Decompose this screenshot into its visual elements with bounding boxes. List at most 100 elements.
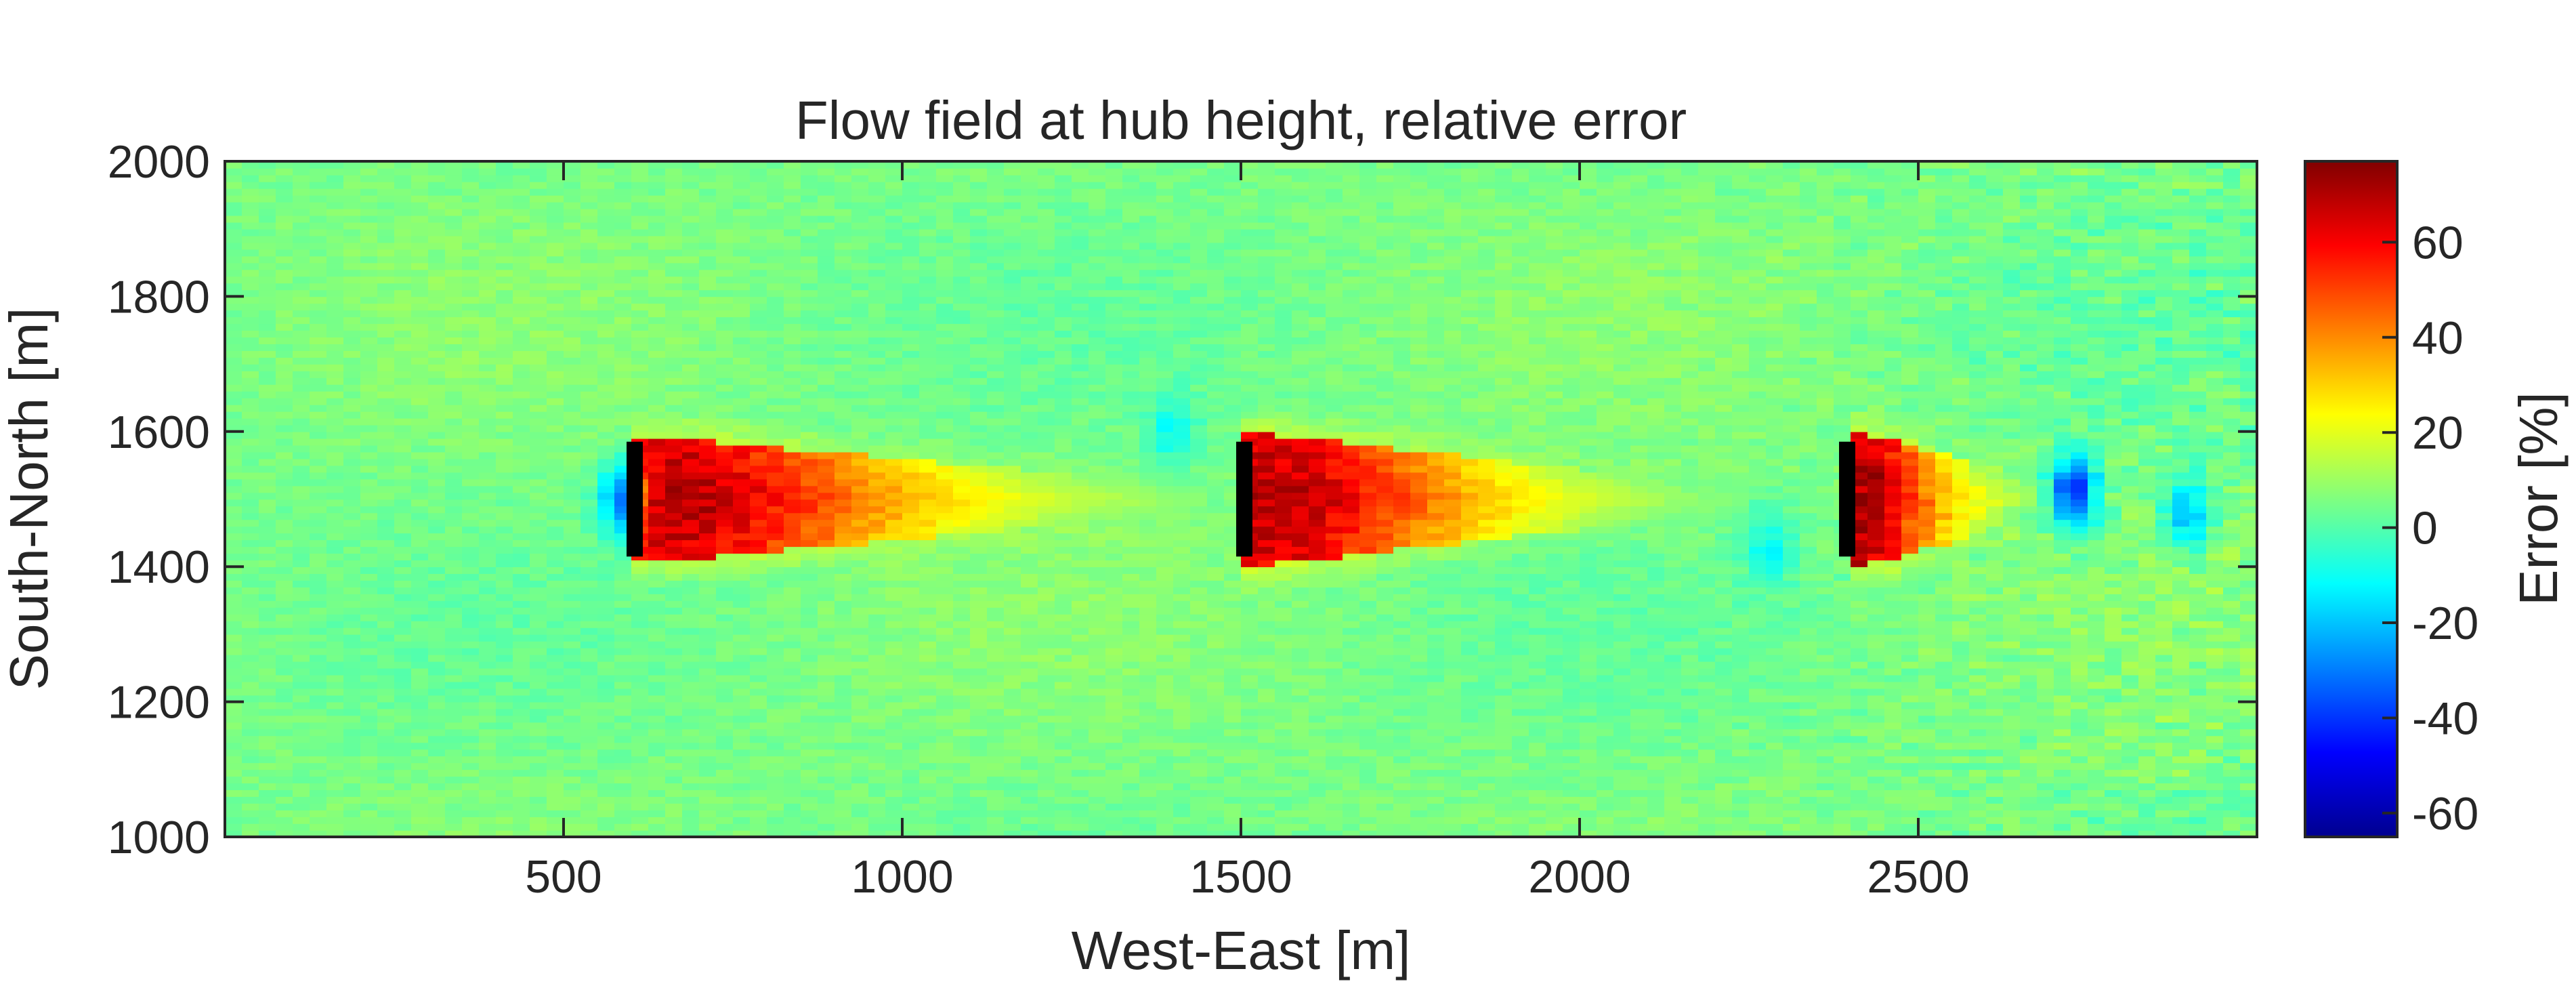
heatmap-cell: [970, 424, 988, 432]
heatmap-cell: [597, 445, 615, 453]
heatmap-cell: [1038, 756, 1055, 764]
heatmap-cell: [902, 451, 920, 459]
heatmap-cell: [394, 431, 412, 439]
heatmap-cell: [1021, 222, 1038, 230]
heatmap-cell: [716, 817, 734, 824]
heatmap-cell: [936, 627, 954, 635]
heatmap-cell: [1004, 803, 1021, 810]
heatmap-cell: [293, 749, 310, 757]
heatmap-cell: [936, 506, 954, 514]
heatmap-cell: [716, 445, 734, 453]
heatmap-cell: [496, 188, 513, 196]
heatmap-cell: [259, 830, 276, 837]
heatmap-cell: [564, 330, 581, 338]
heatmap-cell: [225, 438, 242, 446]
heatmap-cell: [970, 431, 988, 439]
heatmap-cell: [428, 161, 446, 169]
heatmap-cell: [767, 600, 784, 608]
heatmap-cell: [597, 283, 615, 291]
heatmap-cell: [648, 438, 666, 446]
heatmap-cell: [885, 810, 903, 817]
heatmap-cell: [580, 431, 598, 439]
heatmap-cell: [310, 404, 327, 412]
heatmap-cell: [326, 553, 344, 561]
heatmap-cell: [293, 695, 310, 703]
heatmap-cell: [276, 350, 293, 358]
heatmap-cell: [953, 235, 971, 243]
heatmap-cell: [1004, 194, 1021, 203]
heatmap-cell: [310, 661, 327, 669]
heatmap-cell: [276, 222, 293, 230]
heatmap-cell: [1055, 451, 1072, 459]
heatmap-cell: [445, 789, 463, 797]
heatmap-cell: [479, 681, 497, 689]
heatmap-cell: [1038, 445, 1055, 453]
heatmap-cell: [276, 316, 293, 325]
heatmap-cell: [276, 769, 293, 777]
heatmap-cell: [835, 742, 852, 750]
heatmap-cell: [513, 728, 530, 737]
heatmap-cell: [851, 539, 869, 548]
heatmap-cell: [733, 667, 751, 676]
heatmap-cell: [479, 526, 497, 534]
heatmap-cell: [902, 560, 920, 567]
heatmap-cell: [1055, 519, 1072, 527]
heatmap-cell: [851, 742, 869, 750]
heatmap-cell: [784, 451, 801, 459]
heatmap-cell: [868, 627, 886, 635]
heatmap-cell: [767, 796, 784, 804]
heatmap-cell: [326, 810, 344, 817]
heatmap-cell: [360, 330, 378, 338]
heatmap-cell: [259, 594, 276, 601]
heatmap-cell: [767, 749, 784, 757]
heatmap-cell: [665, 776, 683, 784]
heatmap-cell: [970, 647, 988, 655]
heatmap-cell: [835, 749, 852, 757]
heatmap-cell: [767, 451, 784, 459]
heatmap-cell: [885, 485, 903, 493]
heatmap-cell: [225, 350, 242, 358]
heatmap-cell: [631, 215, 649, 223]
heatmap-cell: [716, 661, 734, 669]
heatmap-cell: [885, 627, 903, 635]
heatmap-cell: [411, 817, 429, 824]
heatmap-cell: [750, 539, 767, 548]
heatmap-cell: [343, 431, 361, 439]
heatmap-cell: [919, 262, 937, 270]
heatmap-cell: [1038, 404, 1055, 412]
heatmap-cell: [1055, 431, 1072, 439]
heatmap-cell: [360, 208, 378, 216]
heatmap-cell: [343, 208, 361, 216]
heatmap-cell: [310, 249, 327, 257]
heatmap-cell: [259, 344, 276, 351]
heatmap-cell: [496, 390, 513, 398]
heatmap-cell: [276, 465, 293, 473]
heatmap-cell: [293, 776, 310, 784]
heatmap-cell: [360, 228, 378, 236]
heatmap-cell: [310, 499, 327, 507]
heatmap-cell: [242, 235, 259, 243]
heatmap-cell: [767, 228, 784, 236]
heatmap-cell: [631, 722, 649, 730]
heatmap-cell: [818, 506, 835, 514]
heatmap-cell: [970, 188, 988, 196]
heatmap-cell: [750, 249, 767, 257]
heatmap-cell: [479, 580, 497, 588]
heatmap-cell: [699, 512, 717, 520]
heatmap-cell: [868, 722, 886, 730]
heatmap-cell: [1038, 830, 1055, 837]
heatmap-cell: [970, 438, 988, 446]
heatmap-cell: [682, 695, 700, 703]
heatmap-cell: [767, 783, 784, 791]
heatmap-cell: [597, 411, 615, 419]
heatmap-cell: [293, 634, 310, 642]
heatmap-cell: [360, 810, 378, 817]
heatmap-cell: [767, 445, 784, 453]
heatmap-cell: [564, 607, 581, 615]
heatmap-cell: [919, 681, 937, 689]
heatmap-cell: [716, 607, 734, 615]
heatmap-cell: [970, 390, 988, 398]
heatmap-cell: [699, 431, 717, 439]
heatmap-cell: [462, 695, 480, 703]
heatmap-cell: [1004, 357, 1021, 365]
